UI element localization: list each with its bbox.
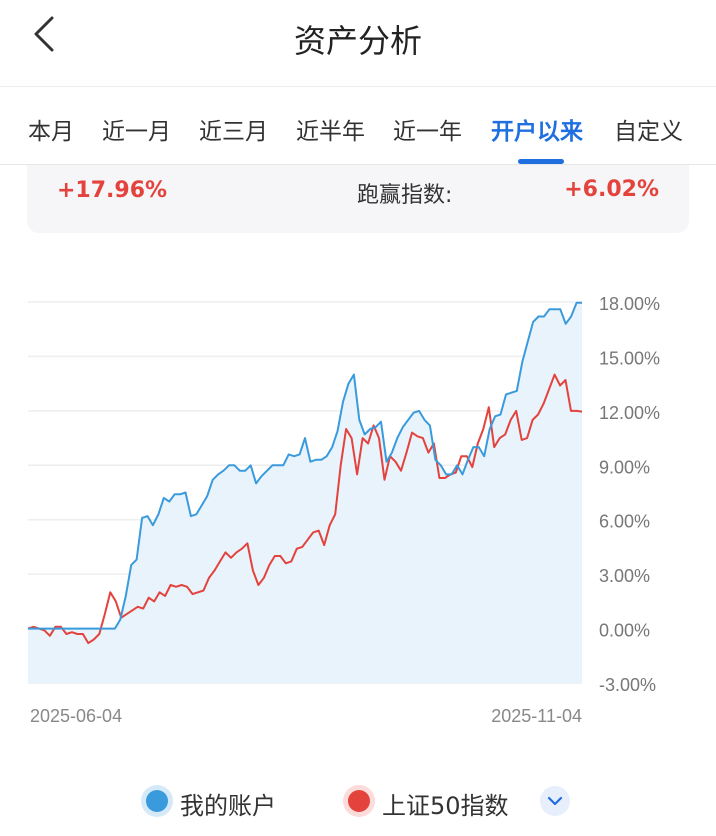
tab-last-year[interactable]: 近一年: [393, 119, 462, 145]
total-return-value: +17.96%: [57, 178, 168, 203]
y-tick-label: 6.00%: [599, 512, 650, 532]
period-tabs: 本月 近一月 近三月 近半年 近一年 开户以来 自定义: [0, 87, 716, 165]
x-tick-label: 2025-11-04: [491, 706, 582, 726]
tab-since-opening[interactable]: 开户以来: [491, 119, 583, 145]
account-legend-dot: [146, 790, 168, 812]
back-button[interactable]: [28, 14, 68, 54]
active-tab-indicator: [518, 159, 564, 164]
legend-index: 上证50指数: [382, 792, 509, 820]
tab-last-month[interactable]: 近一月: [102, 119, 171, 145]
account-series-line: [28, 301, 582, 630]
y-tick-label: -3.00%: [599, 675, 656, 695]
line-chart: 18.00% 15.00% 12.00% 9.00% 6.00% 3.00% 0.00% -3…: [27, 294, 660, 726]
page-title: 资产分析: [293, 22, 422, 60]
x-tick-label: 2025-06-04: [30, 706, 122, 726]
beat-index-value: +6.02%: [564, 177, 659, 202]
legend-expand-button[interactable]: [540, 786, 570, 816]
y-tick-label: 18.00%: [599, 294, 660, 314]
account-area: [28, 302, 582, 683]
y-tick-label: 3.00%: [599, 566, 650, 586]
index-series-line: [27, 373, 583, 645]
summary-card: +17.96% 跑赢指数: +6.02%: [27, 165, 689, 233]
y-tick-label: 15.00%: [599, 348, 660, 368]
asset-chart[interactable]: 18.00% 15.00% 12.00% 9.00% 6.00% 3.00% 0.00% -3…: [0, 270, 716, 740]
header: 资产分析: [0, 0, 716, 87]
chart-legend: 我的账户 上证50指数: [0, 780, 716, 824]
y-tick-label: 0.00%: [599, 621, 650, 641]
chevron-left-icon: [34, 16, 54, 52]
y-tick-label: 12.00%: [599, 403, 660, 423]
tab-custom[interactable]: 自定义: [614, 119, 683, 145]
tab-this-month[interactable]: 本月: [28, 119, 74, 145]
index-legend-dot: [348, 790, 370, 812]
legend-account: 我的账户: [180, 792, 276, 820]
tab-last-half-year[interactable]: 近半年: [296, 119, 365, 145]
tab-last-three-months[interactable]: 近三月: [199, 119, 268, 145]
y-tick-label: 9.00%: [599, 457, 650, 477]
beat-index-label: 跑赢指数:: [357, 183, 453, 208]
chevron-down-icon: [547, 796, 563, 806]
